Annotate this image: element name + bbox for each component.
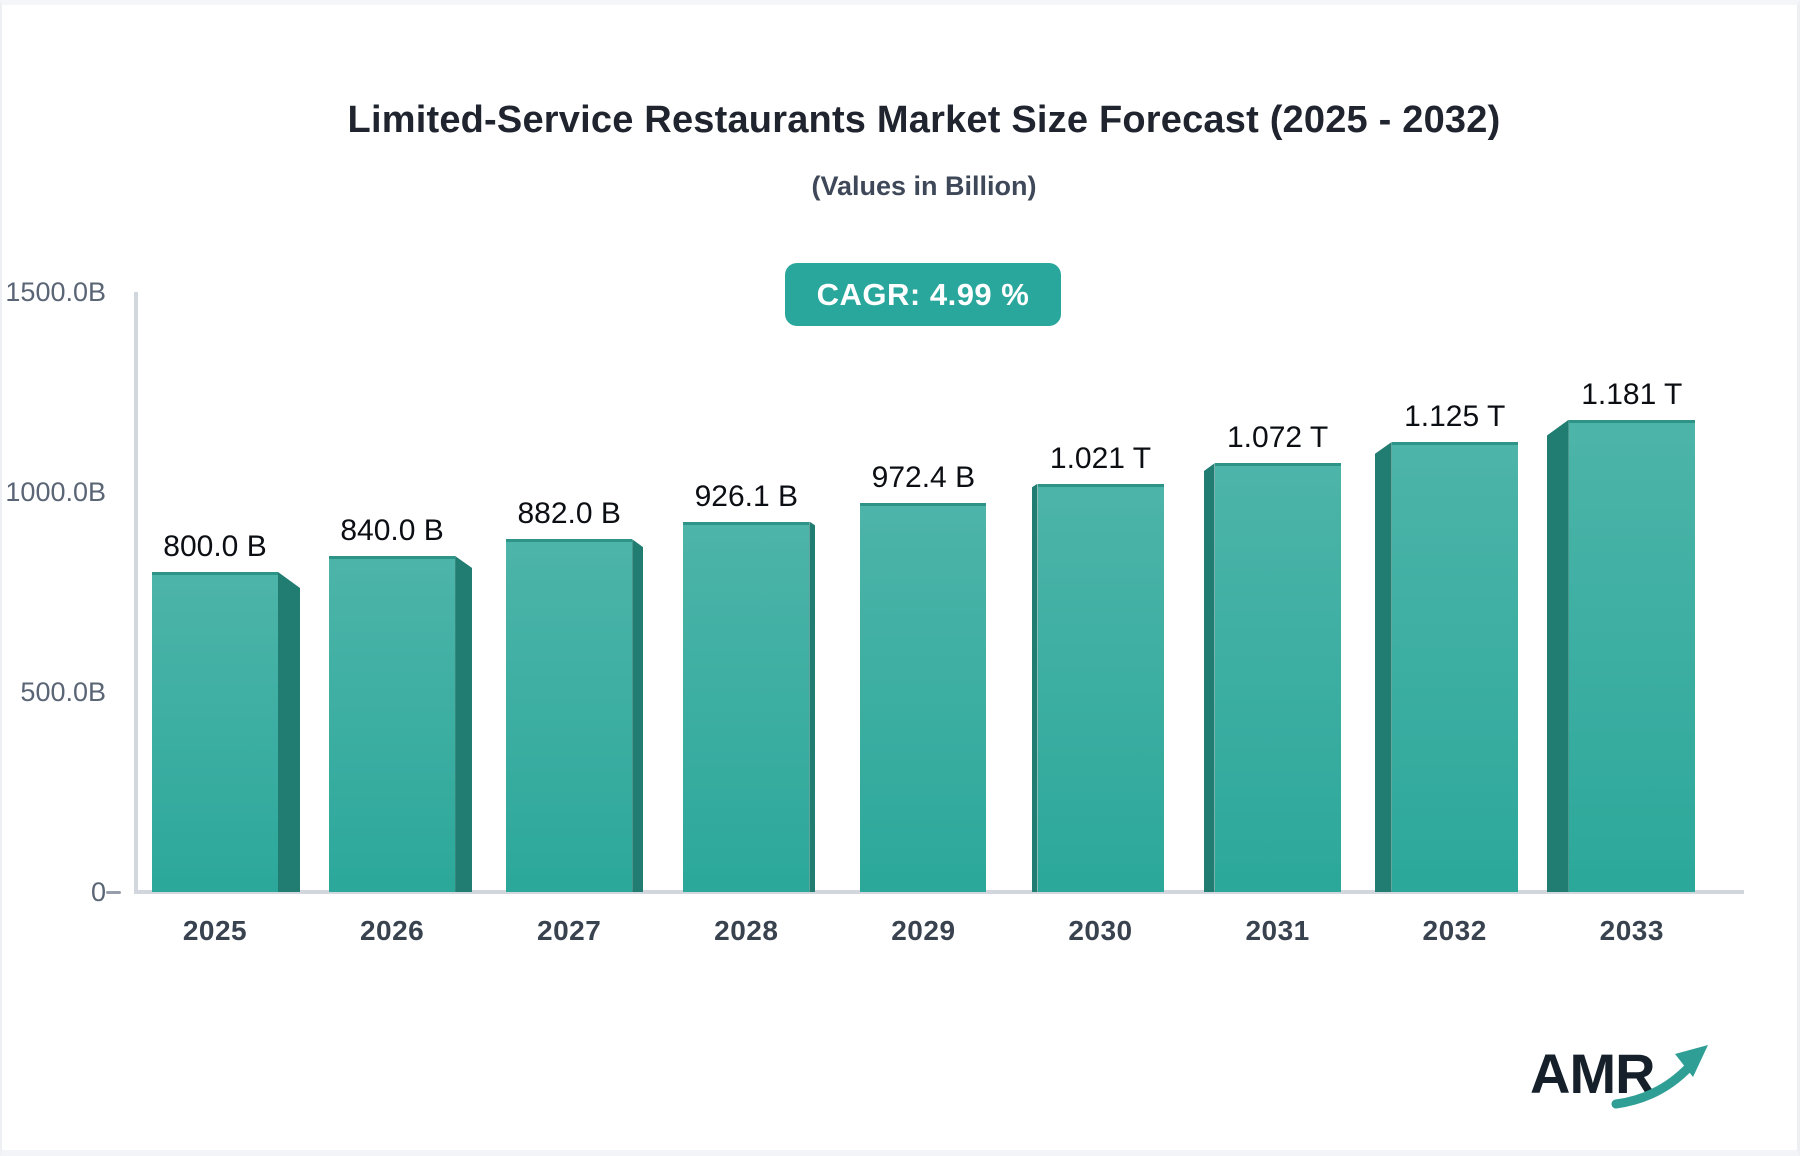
amr-logo-arrow-icon [1611,1045,1708,1109]
x-axis-label-2031: 2031 [1245,915,1310,946]
bar-side-2027 [632,539,644,892]
bar-value-label: 972.4 B [871,461,976,495]
x-axis-label-2026: 2026 [359,915,425,946]
bar-value-label: 882.0 B [517,497,621,531]
bar-2032[interactable] [1391,442,1518,892]
y-tick-mark [106,890,121,894]
bar-side-2026 [455,556,473,892]
bar-side-2030 [1031,483,1038,892]
bar-side-2031 [1203,463,1215,892]
x-axis-label-2025: 2025 [182,915,248,946]
x-axis-label-2029: 2029 [891,915,956,946]
cagr-badge: CAGR: 4.99 % [785,263,1061,326]
y-axis-line [134,292,138,894]
x-axis-label-2032: 2032 [1422,915,1487,946]
page-title: Limited-Service Restaurants Market Size … [347,99,1501,141]
chart-subtitle: (Values in Billion) [811,171,1037,201]
bar-2031[interactable] [1214,463,1341,892]
bar-2027[interactable] [506,539,633,892]
bar-2026[interactable] [329,556,456,892]
bar-side-2033 [1546,419,1569,892]
x-axis-label-2033: 2033 [1599,915,1664,946]
amr-logo-text: AMR [1530,1042,1656,1105]
bar-side-2028 [809,521,816,892]
bar-value-label: 1.072 T [1226,421,1329,455]
amr-logo: AMR [1530,1037,1750,1127]
bar-2025[interactable] [152,572,278,892]
x-axis-label-2030: 2030 [1068,915,1133,946]
bar-side-2032 [1374,442,1392,892]
bar-2033[interactable] [1568,419,1695,892]
bar-2028[interactable] [683,521,810,892]
bar-2030[interactable] [1037,483,1164,892]
bar-value-label: 840.0 B [340,514,444,547]
x-axis-line [134,890,1744,894]
bar-value-label: 800.0 B [163,530,267,563]
bar-value-label: 1.021 T [1049,441,1152,475]
y-tick-label: 1000.0B [5,477,106,507]
bar-value-label: 1.181 T [1581,377,1683,411]
y-tick-label: 0 [90,877,106,907]
bar-side-2025 [278,572,300,892]
y-tick-label: 500.0B [20,677,106,707]
x-axis-label-2027: 2027 [537,915,602,946]
bar-value-label: 1.125 T [1404,400,1506,433]
x-axis-label-2028: 2028 [714,915,779,946]
bar-value-label: 926.1 B [694,479,798,513]
cagr-badge-label: CAGR: 4.99 % [816,276,1030,312]
bar-2029[interactable] [860,503,987,892]
y-tick-label: 1500.0B [5,277,106,307]
